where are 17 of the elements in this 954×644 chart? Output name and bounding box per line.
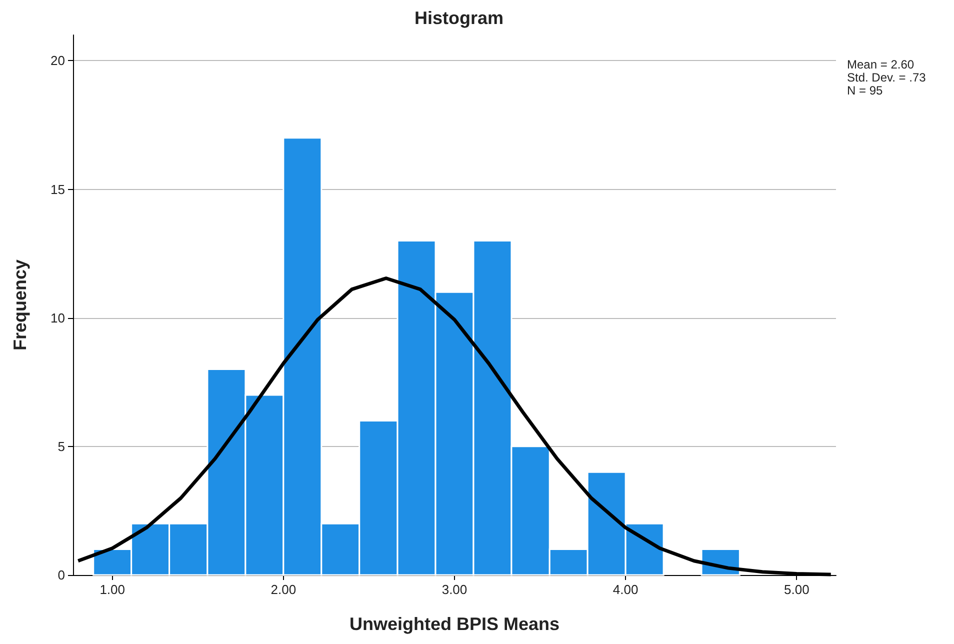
x-tick-label: 3.00	[442, 582, 468, 597]
text: N = 95	[847, 84, 884, 98]
text: Std. Dev. = .73	[847, 70, 926, 84]
x-tick-label: 2.00	[270, 582, 296, 597]
line-series	[76, 276, 833, 576]
y-tick-label: 0	[58, 568, 65, 582]
x-tick-label: 1.00	[100, 582, 126, 597]
y-tick-label: 5	[58, 438, 65, 454]
text: Mean = 2.60	[847, 58, 914, 72]
y-axis-title: Frequency	[10, 259, 30, 351]
chart-title: Histogram	[414, 8, 504, 28]
x-tick-label: 4.00	[612, 582, 638, 597]
y-tick-label: 20	[50, 53, 65, 68]
x-tick-label: 5.00	[784, 582, 810, 597]
x-axis-title: Unweighted BPIS Means	[349, 614, 560, 634]
y-tick-label: 10	[50, 310, 65, 326]
y-tick-label: 15	[50, 182, 65, 197]
